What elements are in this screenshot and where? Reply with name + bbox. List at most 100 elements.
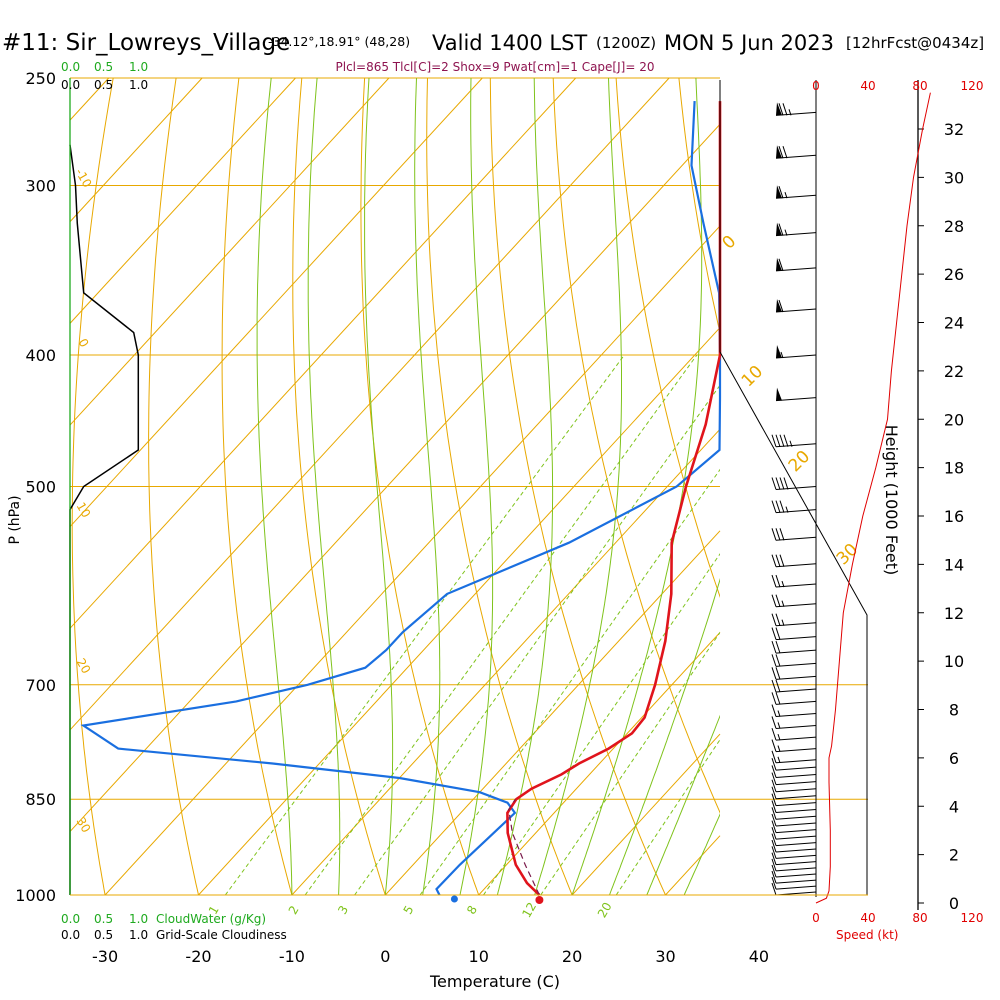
wind-barb <box>775 299 817 313</box>
speed-tick-bottom: 80 <box>912 911 927 925</box>
isotherm-line <box>69 77 296 324</box>
wind-barb <box>771 833 817 847</box>
pressure-axis-title: P (hPa) <box>7 495 23 544</box>
wind-barb <box>771 654 817 667</box>
mixing-ratio-label: 20 <box>595 900 615 920</box>
wind-barb-full <box>778 299 784 313</box>
height-tick-label: 32 <box>944 120 964 139</box>
height-tick-label: 24 <box>944 314 964 333</box>
mixing-ratio-label: 12 <box>519 900 539 920</box>
wind-barb-full <box>771 820 777 833</box>
temperature-axis-title: Temperature (C) <box>429 972 560 991</box>
wind-barb-staff <box>775 788 817 793</box>
cloudiness-label: Grid-Scale Cloudiness <box>156 928 287 942</box>
wind-barb-full <box>778 186 784 199</box>
speed-axis-title: Speed (kt) <box>836 928 898 942</box>
wind-barb-full <box>775 613 781 626</box>
wind-barb-full <box>771 477 777 490</box>
wind-barb <box>771 750 817 764</box>
surface-dewpoint-dot <box>450 895 458 903</box>
wind-barb <box>771 704 817 718</box>
wind-barb <box>771 827 817 840</box>
speed-tick-top: 40 <box>860 79 875 93</box>
wind-barb-full <box>771 434 777 447</box>
station-title: #11: Sir_Lowreys_Village <box>2 30 290 56</box>
pressure-tick-label: 1000 <box>15 886 56 905</box>
dry-adiabat-line <box>221 78 293 895</box>
wind-barb-full <box>771 640 777 654</box>
dry-adiabat-line <box>360 78 480 895</box>
wind-barb <box>775 387 817 402</box>
isotherm-line <box>69 77 203 223</box>
zulu-time: (1200Z) <box>596 34 656 52</box>
wind-barb-full <box>775 574 781 588</box>
cloud-top-green-0: 0.0 <box>61 60 80 74</box>
mixing-ratio-lines <box>224 354 720 895</box>
wind-barb-full <box>779 477 785 490</box>
wind-barb <box>775 222 817 237</box>
height-tick-label: 8 <box>949 701 959 720</box>
wind-barb-full <box>771 813 777 827</box>
wind-barb-full <box>771 750 777 763</box>
moist-adiabat-line <box>496 78 554 895</box>
wind-barb <box>771 627 817 641</box>
wind-barb-staff <box>775 835 817 840</box>
wind-barb-full <box>771 692 777 705</box>
wind-barb-full <box>782 146 788 159</box>
wind-barb-flag <box>776 299 782 313</box>
cloud-bottom-black-0: 0.0 <box>61 928 80 942</box>
wind-barb-full <box>771 739 777 752</box>
wind-barb-staff <box>775 854 817 859</box>
moist-adiabat-line <box>459 78 494 895</box>
isotherm-line <box>384 530 721 896</box>
wind-barb-half <box>784 229 788 236</box>
wind-barb-full <box>783 477 789 490</box>
wind-barb-full <box>778 103 784 116</box>
wind-barb <box>771 594 817 608</box>
wind-barb <box>775 257 817 272</box>
wind-barb-full <box>771 758 777 771</box>
wind-barb <box>775 185 817 199</box>
cloud-bottom-green-05: 0.5 <box>94 912 113 926</box>
cloud-bottom-green-0: 0.0 <box>61 912 80 926</box>
wind-barb-full <box>771 528 777 541</box>
dry-adiabat-line <box>292 78 386 895</box>
height-tick-label: 30 <box>944 168 964 187</box>
wind-barb-staff <box>775 443 817 448</box>
wind-barb-staff <box>775 879 817 884</box>
wind-barb-full <box>771 554 777 567</box>
wind-barb-full <box>771 667 777 680</box>
wind-barb-half <box>788 109 792 116</box>
dry-adiabat-line <box>615 78 720 599</box>
wind-barb-half <box>777 745 781 752</box>
wind-barb-full <box>775 528 781 541</box>
isotherm-line <box>665 835 721 896</box>
isotherm-label: 20 <box>74 656 94 676</box>
wind-barb <box>771 765 817 778</box>
wind-barb-full <box>771 793 777 806</box>
wind-barb-full <box>771 852 777 865</box>
wind-barb-full <box>779 528 785 541</box>
wind-barb-staff <box>775 795 817 800</box>
wind-barb <box>771 820 817 834</box>
wind-barb-full <box>775 477 781 490</box>
wind-barb-full <box>771 870 777 884</box>
wind-barb-half <box>784 192 788 199</box>
dry-adiabat-line <box>426 78 573 895</box>
moist-adiabat-line <box>364 78 394 895</box>
pressure-tick-label: 700 <box>25 676 56 695</box>
wind-barb-full <box>779 434 785 447</box>
wind-barb-full <box>775 594 781 607</box>
wind-barb <box>771 528 817 541</box>
wind-barb-full <box>771 864 777 878</box>
cloud-bottom-green-1: 1.0 <box>129 912 148 926</box>
wind-barb-staff <box>775 736 817 741</box>
dry-adiabat-line <box>71 78 114 895</box>
height-tick-label: 18 <box>944 459 964 478</box>
isotherm-line <box>478 632 721 896</box>
wind-barb-full <box>779 554 785 567</box>
isotherm-label: 30 <box>74 815 94 835</box>
wind-barb-full <box>771 765 777 778</box>
wind-barb-staff <box>775 700 817 705</box>
